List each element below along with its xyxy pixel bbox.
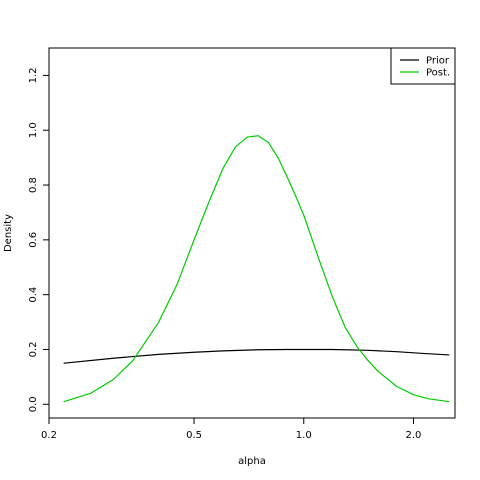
y-axis: 0.0 0.2 0.4 0.6 0.8 1.0 1.2 bbox=[28, 67, 49, 412]
y-tick-label: 0.6 bbox=[28, 232, 39, 248]
series-layer bbox=[63, 135, 450, 403]
series-line-prior bbox=[63, 348, 450, 364]
y-tick-label: 1.2 bbox=[28, 67, 39, 83]
x-tick-label: 0.2 bbox=[41, 430, 57, 441]
x-axis: 0.2 0.5 1.0 2.0 bbox=[41, 418, 421, 441]
plot-frame bbox=[48, 47, 456, 419]
y-tick-label: 0.2 bbox=[28, 342, 39, 358]
y-tick-label: 0.4 bbox=[28, 287, 39, 303]
series-line-post bbox=[63, 135, 450, 403]
y-tick-label: 1.0 bbox=[28, 122, 39, 138]
x-tick-label: 2.0 bbox=[406, 430, 422, 441]
legend-label: Post. bbox=[426, 68, 450, 79]
x-tick-label: 0.5 bbox=[186, 430, 202, 441]
x-tick-label: 1.0 bbox=[296, 430, 312, 441]
y-axis-label: Density bbox=[3, 214, 14, 252]
x-axis-label: alpha bbox=[238, 456, 266, 467]
y-tick-label: 0.8 bbox=[28, 177, 39, 193]
legend-label: Prior bbox=[426, 56, 450, 67]
legend-box bbox=[390, 47, 456, 85]
y-tick-label: 0.0 bbox=[28, 396, 39, 412]
